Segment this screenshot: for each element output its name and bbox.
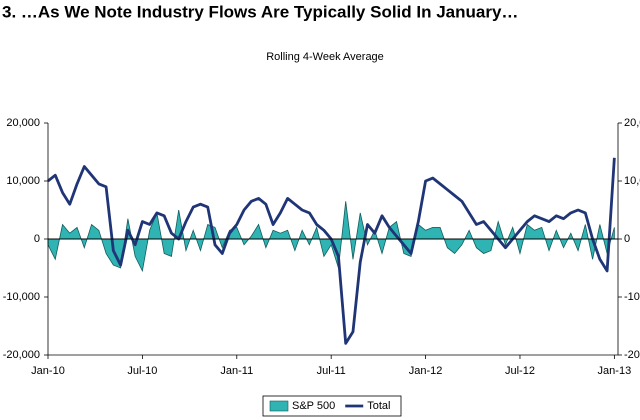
legend-box	[262, 395, 402, 417]
x-tick-label: Jan-13	[598, 365, 632, 377]
chart-title: 3. …As We Note Industry Flows Are Typica…	[2, 2, 518, 21]
legend-label: Total	[367, 400, 390, 412]
line	[47, 157, 616, 345]
legend-label: S&P 500	[292, 400, 335, 412]
x-tick-label: Jan-12	[409, 365, 443, 377]
y2-tick-label: 0	[624, 233, 630, 245]
x-tick-label: Jan-10	[31, 365, 65, 377]
y2-tick-label: 20,000	[624, 117, 640, 129]
x-tick-label: Jul-11	[317, 365, 346, 377]
y2-tick-label: -20,000	[624, 349, 640, 361]
chart-subtitle: Rolling 4-Week Average	[266, 51, 384, 63]
x-tick-label: Jan-11	[220, 365, 253, 377]
x-tick-label: Jul-12	[505, 365, 535, 377]
y-tick-label: 0	[34, 233, 40, 245]
y-tick-label: -20,000	[3, 349, 40, 361]
y2-tick-label: 10,000	[624, 175, 640, 187]
legend-swatch	[269, 400, 289, 412]
area	[47, 201, 615, 273]
x-tick-label: Jul-10	[127, 365, 157, 377]
y-tick-label: -10,000	[3, 291, 40, 303]
y2-tick-label: -10,000	[624, 291, 640, 303]
y-tick-label: 10,000	[6, 175, 40, 187]
y-tick-label: 20,000	[6, 117, 40, 129]
